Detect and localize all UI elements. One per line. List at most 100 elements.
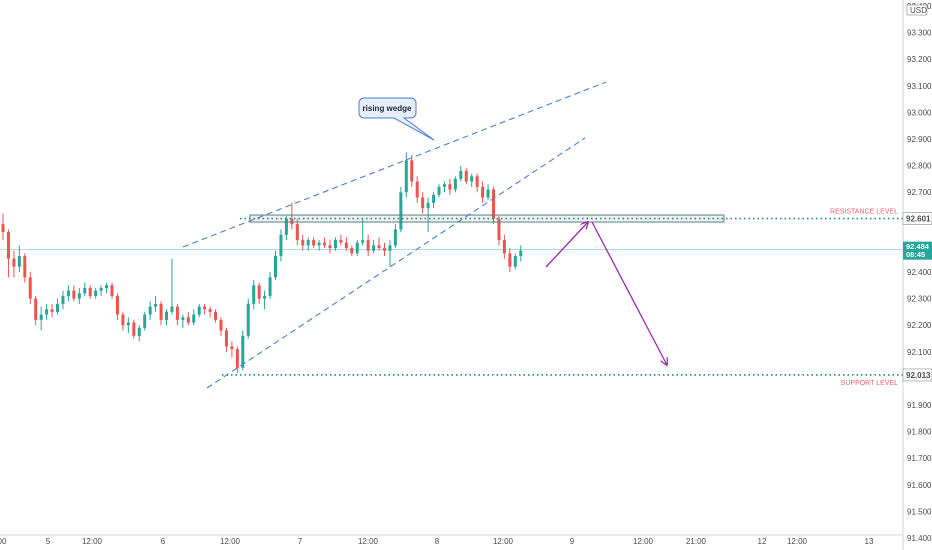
current-price-tag bbox=[903, 241, 932, 260]
candle-body bbox=[99, 287, 103, 291]
candle-body bbox=[492, 189, 495, 219]
candle-body bbox=[28, 277, 32, 299]
candles bbox=[1, 152, 523, 374]
projection-arrow-down bbox=[591, 221, 667, 365]
time-tick-label: 12:00 bbox=[220, 537, 241, 546]
price-tick-label: 92.100 bbox=[907, 348, 932, 357]
candle-body bbox=[235, 349, 239, 368]
candle-body bbox=[12, 258, 16, 267]
candle-body bbox=[224, 330, 228, 347]
candle-body bbox=[165, 311, 168, 320]
candle-body bbox=[1, 224, 5, 233]
price-tick-label: 93.100 bbox=[907, 82, 932, 91]
candle-body bbox=[154, 303, 158, 307]
candle-body bbox=[203, 306, 207, 310]
candle-body bbox=[519, 250, 523, 257]
price-tick-label: 91.400 bbox=[907, 534, 932, 543]
candle-body bbox=[437, 186, 441, 195]
price-tick-label: 91.900 bbox=[907, 401, 932, 410]
candle-body bbox=[502, 240, 506, 254]
candle-body bbox=[181, 317, 185, 320]
candle-body bbox=[274, 256, 277, 278]
candle-body bbox=[186, 317, 190, 323]
candle-body bbox=[317, 242, 321, 246]
candle-body bbox=[306, 240, 310, 246]
candle-body bbox=[72, 290, 76, 299]
candle-body bbox=[284, 218, 288, 235]
time-tick-label: 13 bbox=[865, 537, 874, 546]
time-tick-label: 12:00 bbox=[358, 537, 379, 546]
time-tick-label: 21:00 bbox=[686, 537, 707, 546]
candle-body bbox=[355, 242, 359, 254]
resistance-label: RESISTANCE LEVEL bbox=[830, 209, 898, 216]
candle-body bbox=[214, 311, 218, 320]
candle-body bbox=[448, 184, 452, 190]
candle-body bbox=[481, 186, 485, 198]
resistance-price-tag bbox=[902, 212, 932, 225]
price-tick-label: 92.200 bbox=[907, 321, 932, 330]
price-tick-label: 92.900 bbox=[907, 135, 932, 144]
candle-body bbox=[372, 245, 376, 251]
candle-body bbox=[208, 309, 212, 312]
price-tick-label: 91.800 bbox=[907, 428, 932, 437]
candle-body bbox=[197, 306, 201, 315]
support-price-tag bbox=[902, 368, 932, 382]
candle-body bbox=[470, 176, 474, 182]
support-price-value: 92.013 bbox=[906, 371, 931, 380]
candle-body bbox=[263, 295, 267, 299]
candle-body bbox=[350, 248, 354, 254]
time-tick-label: 6 bbox=[161, 537, 166, 546]
current-price-value: 92.484 bbox=[906, 242, 930, 251]
candle-body bbox=[241, 335, 245, 368]
currency-badge bbox=[906, 4, 928, 16]
candle-body bbox=[34, 298, 38, 320]
candle-body bbox=[246, 303, 250, 336]
callout-bubble bbox=[358, 97, 435, 141]
candle-body bbox=[475, 176, 479, 187]
candle-body bbox=[328, 245, 332, 249]
candle-body bbox=[290, 218, 294, 225]
price-tick-label: 91.600 bbox=[907, 481, 932, 490]
candle-body bbox=[464, 170, 468, 182]
candle-body bbox=[377, 245, 381, 249]
candle-body bbox=[6, 232, 10, 259]
candle-body bbox=[333, 240, 337, 249]
candle-body bbox=[17, 256, 21, 267]
candle-body bbox=[268, 277, 272, 296]
candle-body bbox=[257, 285, 261, 299]
candle-body bbox=[50, 309, 54, 312]
candle-body bbox=[23, 256, 27, 278]
price-tick-label: 91.700 bbox=[907, 454, 932, 463]
candle-body bbox=[83, 287, 87, 294]
candle-body bbox=[94, 290, 98, 296]
projection-arrow-up bbox=[545, 222, 588, 268]
price-tick-label: 93.000 bbox=[907, 108, 932, 117]
candle-body bbox=[388, 245, 392, 251]
time-tick-label: 12:00 bbox=[633, 537, 654, 546]
candle-body bbox=[442, 184, 446, 187]
candle-body bbox=[410, 160, 414, 182]
time-tick-label: 12:00 bbox=[493, 537, 514, 546]
candle-body bbox=[45, 309, 49, 315]
time-tick-label: 12 bbox=[758, 537, 767, 546]
wedge-lower-trendline bbox=[206, 137, 586, 389]
candle-body bbox=[432, 194, 436, 203]
price-tick-label: 93.200 bbox=[907, 55, 932, 64]
candle-body bbox=[88, 287, 92, 296]
drawings: RESISTANCE LEVEL SUPPORT LEVEL rising wedg… bbox=[0, 81, 903, 389]
candle-body bbox=[415, 181, 419, 198]
candle-body bbox=[115, 295, 119, 315]
candle-body bbox=[219, 319, 223, 331]
price-tick-label: 92.700 bbox=[907, 188, 932, 197]
candle-body bbox=[393, 229, 397, 246]
candle-body bbox=[77, 293, 81, 299]
candle-body bbox=[110, 285, 114, 296]
wedge-upper-trendline bbox=[182, 81, 607, 248]
candle-body bbox=[279, 234, 283, 257]
time-tick-label: 7 bbox=[298, 537, 303, 546]
time-tick-label: 12:00 bbox=[82, 537, 103, 546]
price-tick-label: 92.400 bbox=[907, 268, 932, 277]
candle-body bbox=[497, 218, 501, 241]
